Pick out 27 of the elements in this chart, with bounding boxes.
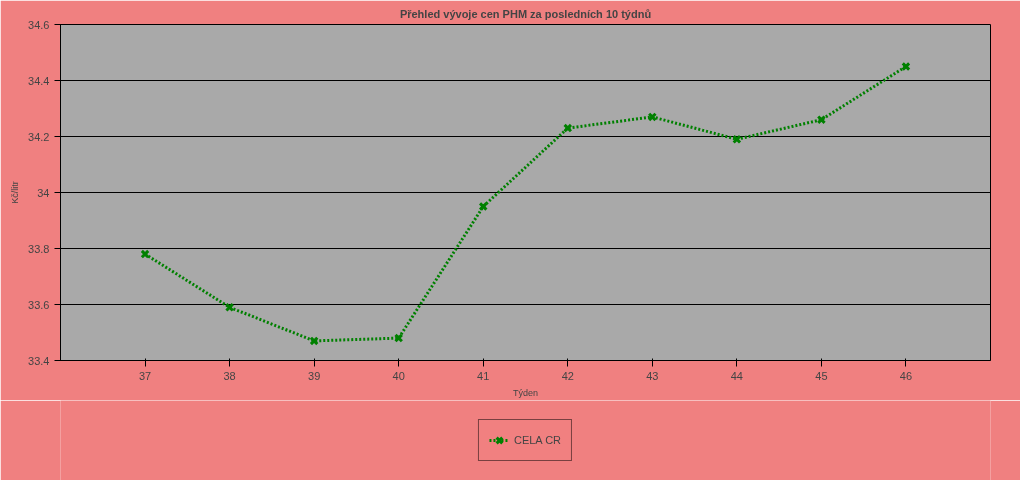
- x-tick-label: 45: [815, 369, 828, 382]
- y-tick-label: 34.4: [28, 74, 50, 87]
- x-tick-label: 37: [138, 369, 152, 382]
- x-tick-label: 40: [392, 369, 405, 382]
- y-tick-label: 34.6: [28, 18, 50, 31]
- x-tick-label: 39: [308, 369, 321, 382]
- x-tick-label: 44: [730, 369, 743, 382]
- legend-label: CELA CR: [513, 434, 562, 446]
- x-tick-label: 42: [561, 369, 574, 382]
- y-tick-label: 33.6: [28, 298, 50, 311]
- y-tick-label: 33.8: [28, 242, 50, 255]
- y-tick-label: 34.2: [28, 130, 50, 143]
- point: [816, 115, 827, 125]
- point: [309, 336, 319, 346]
- y-tick-label: 34: [37, 186, 50, 199]
- point: [140, 249, 150, 259]
- x-axis-title: Týden: [512, 387, 539, 398]
- x-tick-label: 43: [646, 369, 659, 382]
- point: [224, 302, 235, 312]
- chart-title: Přehled vývoje cen PHM za posledních 10 týdnů: [399, 7, 652, 20]
- y-axis-title: Kč/litr: [10, 181, 21, 204]
- x-tick-label: 41: [477, 369, 490, 382]
- x-tick-label: 38: [223, 369, 236, 382]
- point: [394, 333, 404, 343]
- point: [478, 201, 488, 212]
- y-tick-label: 33.4: [28, 354, 50, 367]
- x-tick-label: 46: [899, 369, 913, 382]
